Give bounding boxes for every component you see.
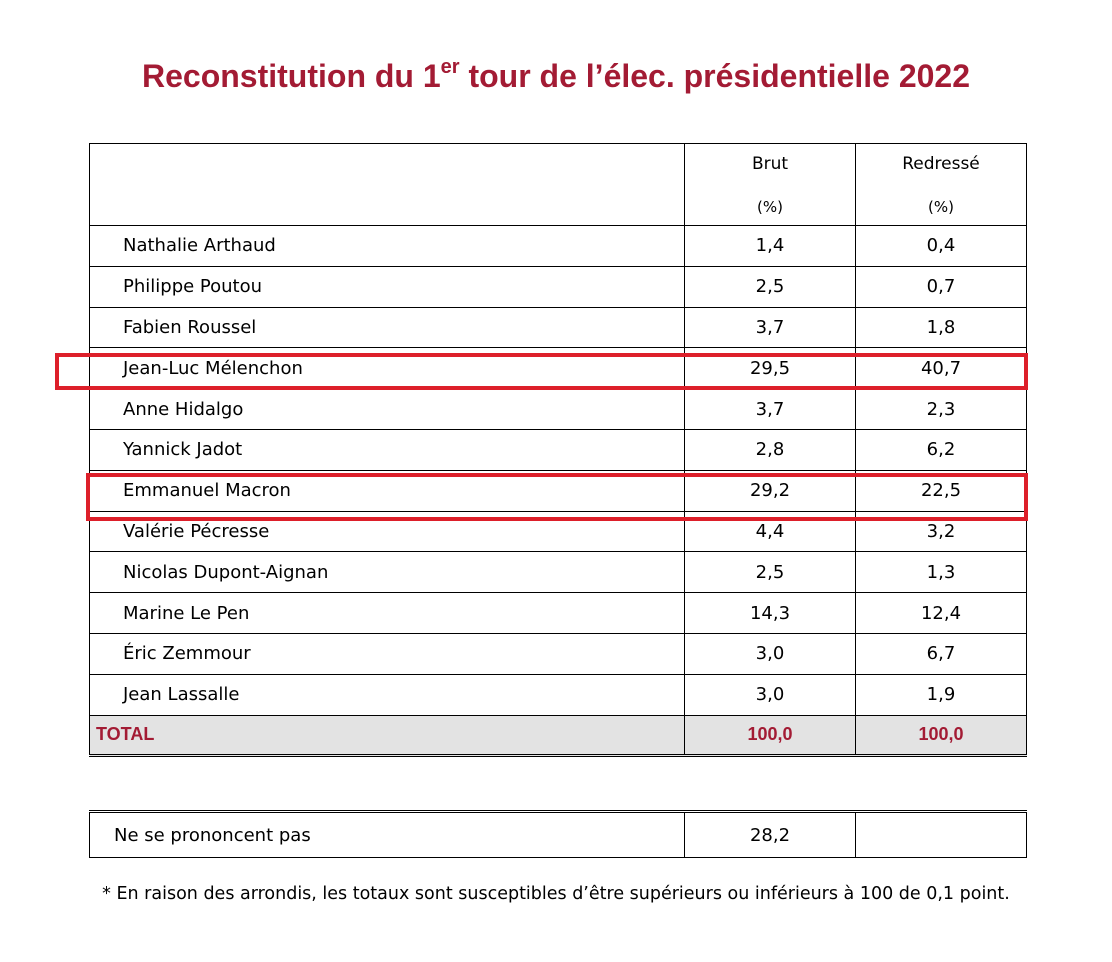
table-row: Anne Hidalgo 3,7 2,3 — [89, 388, 1027, 430]
redresse-value: 0,4 — [855, 225, 1027, 267]
brut-value: 1,4 — [684, 225, 856, 267]
total-label: TOTAL — [89, 714, 685, 758]
table-row: Jean Lassalle 3,0 1,9 — [89, 673, 1027, 716]
undecided-table: Ne se prononcent pas 28,2 — [89, 810, 1027, 858]
table-row: Marine Le Pen 14,3 12,4 — [89, 592, 1027, 634]
redresse-value: 3,2 — [855, 510, 1027, 553]
table-row: Éric Zemmour 3,0 6,7 — [89, 632, 1027, 675]
header-redresse: Redressé (%) — [855, 143, 1027, 226]
redresse-value: 12,4 — [855, 592, 1027, 634]
total-brut: 100,0 — [684, 714, 856, 758]
brut-value: 3,0 — [684, 632, 856, 675]
brut-value: 2,8 — [684, 428, 856, 471]
candidate-name: Nathalie Arthaud — [89, 225, 685, 267]
table-row: Philippe Poutou 2,5 0,7 — [89, 265, 1027, 308]
table-row: Nathalie Arthaud 1,4 0,4 — [89, 225, 1027, 267]
brut-value: 3,7 — [684, 388, 856, 430]
table-row: Valérie Pécresse 4,4 3,2 — [89, 510, 1027, 553]
results-table: Brut (%) Redressé (%) Nathalie Arthaud 1,4… — [89, 143, 1027, 758]
candidate-name: Emmanuel Macron — [89, 469, 685, 512]
candidate-name: Jean-Luc Mélenchon — [89, 347, 685, 390]
redresse-value: 2,3 — [855, 388, 1027, 430]
candidate-name: Marine Le Pen — [89, 592, 685, 634]
brut-value: 14,3 — [684, 592, 856, 634]
table-row: Ne se prononcent pas 28,2 — [89, 811, 1027, 858]
header-brut: Brut (%) — [684, 143, 856, 226]
brut-value: 2,5 — [684, 551, 856, 594]
redresse-value: 6,2 — [855, 428, 1027, 471]
undecided-brut: 28,2 — [684, 811, 856, 858]
undecided-label: Ne se prononcent pas — [89, 811, 685, 858]
redresse-value: 40,7 — [855, 347, 1027, 390]
header-empty-cell — [89, 143, 685, 226]
table-row: Fabien Roussel 3,7 1,8 — [89, 306, 1027, 349]
brut-value: 29,5 — [684, 347, 856, 390]
candidate-name: Fabien Roussel — [89, 306, 685, 349]
redresse-value: 1,3 — [855, 551, 1027, 594]
candidate-name: Valérie Pécresse — [89, 510, 685, 553]
candidate-name: Yannick Jadot — [89, 428, 685, 471]
table-row: Emmanuel Macron 29,2 22,5 — [89, 469, 1027, 512]
footnote: * En raison des arrondis, les totaux son… — [102, 884, 1010, 904]
candidate-name: Philippe Poutou — [89, 265, 685, 308]
candidate-name: Éric Zemmour — [89, 632, 685, 675]
table-header-row: Brut (%) Redressé (%) — [89, 143, 1027, 226]
total-redresse: 100,0 — [855, 714, 1027, 758]
candidate-name: Nicolas Dupont-Aignan — [89, 551, 685, 594]
undecided-redresse — [855, 811, 1027, 858]
total-row: TOTAL 100,0 100,0 — [89, 714, 1027, 758]
redresse-value: 1,8 — [855, 306, 1027, 349]
brut-value: 3,7 — [684, 306, 856, 349]
redresse-value: 0,7 — [855, 265, 1027, 308]
brut-value: 29,2 — [684, 469, 856, 512]
brut-value: 3,0 — [684, 673, 856, 716]
table-row: Yannick Jadot 2,8 6,2 — [89, 428, 1027, 471]
candidate-name: Anne Hidalgo — [89, 388, 685, 430]
brut-value: 4,4 — [684, 510, 856, 553]
redresse-value: 1,9 — [855, 673, 1027, 716]
page-title: Reconstitution du 1er tour de l’élec. pr… — [142, 56, 970, 94]
candidate-name: Jean Lassalle — [89, 673, 685, 716]
redresse-value: 22,5 — [855, 469, 1027, 512]
brut-value: 2,5 — [684, 265, 856, 308]
redresse-value: 6,7 — [855, 632, 1027, 675]
table-row: Jean-Luc Mélenchon 29,5 40,7 — [89, 347, 1027, 390]
table-row: Nicolas Dupont-Aignan 2,5 1,3 — [89, 551, 1027, 594]
